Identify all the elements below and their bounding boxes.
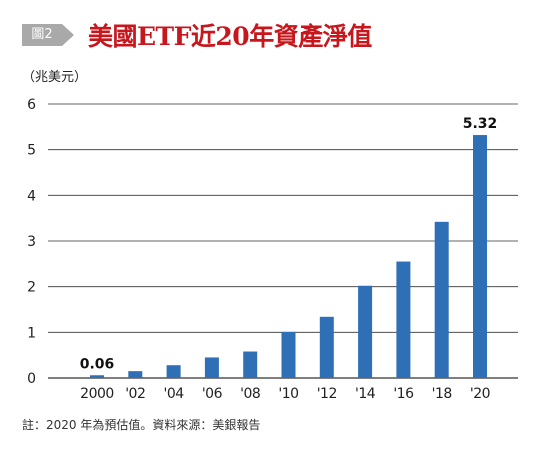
y-tick-label: 0 xyxy=(27,371,36,387)
footnote: 註：2020 年為預估值。資料來源：美銀報告 xyxy=(22,418,261,432)
y-tick-label: 4 xyxy=(27,188,36,204)
x-tick-label: '04 xyxy=(164,386,185,402)
x-tick-label: 2000 xyxy=(80,386,114,402)
x-tick-label: '20 xyxy=(470,386,490,402)
y-tick-label: 6 xyxy=(27,97,36,113)
y-tick-label: 3 xyxy=(27,234,36,250)
x-tick-label: '16 xyxy=(393,386,414,402)
bar xyxy=(473,135,487,378)
y-tick-label: 5 xyxy=(27,143,36,159)
bar xyxy=(281,331,296,378)
bar xyxy=(166,365,181,378)
x-tick-label: '02 xyxy=(125,386,145,402)
bar xyxy=(243,351,258,378)
y-tick-label: 1 xyxy=(27,325,36,341)
y-tick-label: 2 xyxy=(27,280,36,296)
figure-tag-arrow xyxy=(62,24,74,46)
chart-header: 圖2 美國ETF近20年資產淨值 xyxy=(0,0,558,60)
x-tick-label: '18 xyxy=(432,386,452,402)
bar xyxy=(204,357,219,378)
bar xyxy=(319,316,334,378)
x-tick-label: '06 xyxy=(202,386,223,402)
bar xyxy=(396,261,411,378)
x-tick-label: '12 xyxy=(317,386,337,402)
y-axis-unit-label: （兆美元） xyxy=(22,70,88,85)
bar xyxy=(90,375,104,378)
x-tick-label: '08 xyxy=(240,386,260,402)
data-label: 5.32 xyxy=(463,116,498,132)
figure-tag: 圖2 xyxy=(22,24,62,46)
bar xyxy=(358,285,373,378)
data-label: 0.06 xyxy=(80,356,115,372)
x-tick-label: '14 xyxy=(355,386,376,402)
bar xyxy=(128,371,143,378)
chart-title: 美國ETF近20年資產淨值 xyxy=(88,22,372,51)
x-tick-label: '10 xyxy=(278,386,298,402)
bar xyxy=(434,221,449,378)
